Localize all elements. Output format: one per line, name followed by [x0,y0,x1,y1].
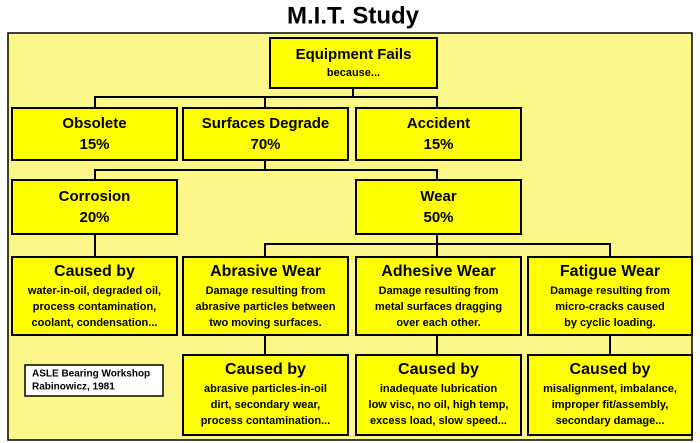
node-title: Adhesive Wear [381,263,495,280]
node-title: Abrasive Wear [210,263,321,280]
node-box [527,256,693,336]
node-box [269,37,438,89]
node-line: coolant, condensation... [32,317,158,329]
node-subtitle: because... [327,67,380,79]
node-line: low visc, no oil, high temp, [369,399,509,411]
node-line: two moving surfaces. [209,317,321,329]
node-value: 50% [423,209,453,226]
node-line: inadequate lubrication [380,383,498,395]
node-title: Caused by [54,263,135,280]
node-title: Obsolete [62,115,126,132]
node-line: excess load, slow speed... [370,415,507,427]
node-line: abrasive particles-in-oil [204,383,327,395]
node-line: micro-cracks caused [555,301,664,313]
node-box [355,256,522,336]
node-line: metal surfaces dragging [375,301,502,313]
node-title: Caused by [570,361,651,378]
node-title: Caused by [225,361,306,378]
node-line: secondary damage... [556,415,665,427]
node-line: Damage resulting from [206,285,326,297]
node-title: Fatigue Wear [560,263,660,280]
node-title: Caused by [398,361,479,378]
node-value: 15% [423,136,453,153]
connectors [94,88,611,355]
node-value: 70% [250,136,280,153]
node-line: abrasive particles between [195,301,335,313]
node-title: Surfaces Degrade [202,115,330,132]
node-value: 15% [79,136,109,153]
node-box [11,107,178,161]
node-line: improper fit/assembly, [552,399,669,411]
node-box [182,354,349,436]
node-line: water-in-oil, degraded oil, [27,285,161,297]
note-line: ASLE Bearing Workshop [32,369,150,380]
node-box [355,354,522,436]
node-box [355,107,522,161]
title: M.I.T. Study [287,2,420,29]
node-title: Wear [420,188,457,205]
node-title: Corrosion [59,188,131,205]
node-box [355,179,522,235]
node-box [182,256,349,336]
node-title: Accident [407,115,470,132]
node-line: process contamination, [33,301,156,313]
node-line: by cyclic loading. [564,317,656,329]
node-line: process contamination... [201,415,331,427]
node-line: misalignment, imbalance, [543,383,677,395]
node-title: Equipment Fails [296,46,412,63]
node-value: 20% [79,209,109,226]
note-line: Rabinowicz, 1981 [32,382,115,393]
node-box [11,256,178,336]
node-box [527,354,693,436]
node-box [11,179,178,235]
note-box [24,364,164,397]
node-line: Damage resulting from [379,285,499,297]
node-box [182,107,349,161]
node-line: Damage resulting from [550,285,670,297]
node-line: over each other. [396,317,480,329]
node-line: dirt, secondary wear, [211,399,320,411]
